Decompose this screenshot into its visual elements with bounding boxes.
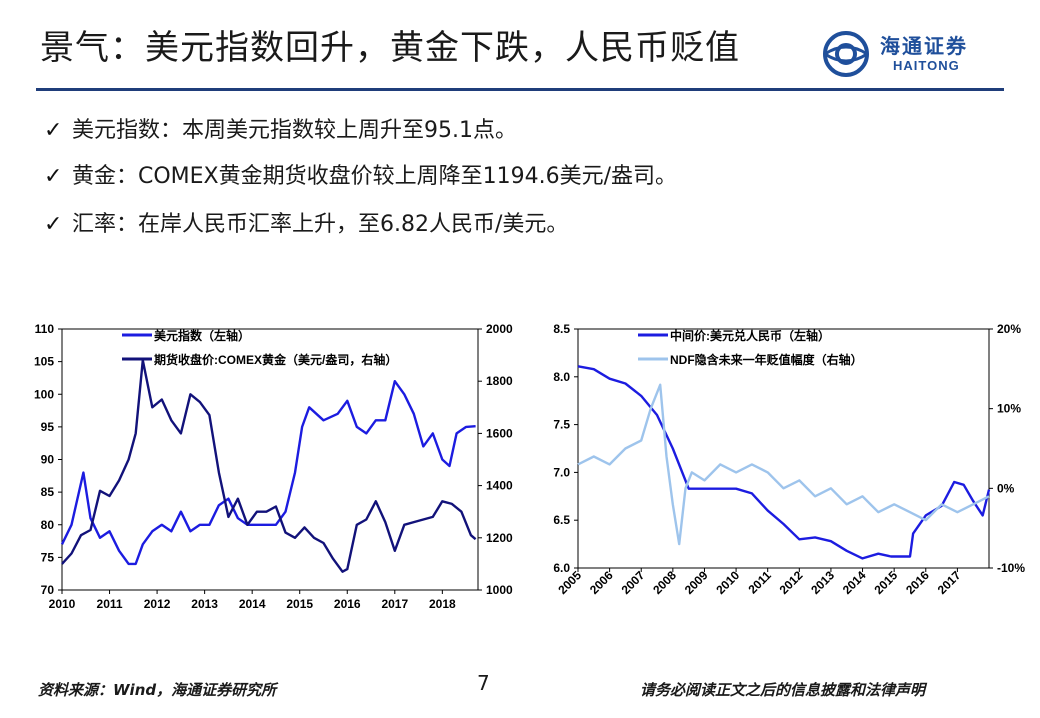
disclaimer-note: 请务必阅读正文之后的信息披露和法律声明 [640, 681, 926, 699]
x-tick-label: 2008 [650, 568, 679, 597]
y-left-tick-label: 80 [41, 518, 55, 532]
series-line [61, 359, 477, 573]
x-tick-label: 2017 [935, 568, 964, 597]
source-note: 资料来源：Wind，海通证券研究所 [38, 681, 277, 699]
x-tick-label: 2007 [619, 568, 648, 597]
legend-label: 期货收盘价:COMEX黄金（美元/盎司，右轴） [154, 352, 397, 367]
y-left-tick-label: 95 [41, 420, 55, 434]
x-tick-label: 2015 [871, 568, 900, 597]
x-tick-label: 2018 [429, 597, 456, 611]
x-tick-label: 2014 [840, 568, 869, 597]
y-left-tick-label: 8.5 [553, 322, 570, 336]
y-left-tick-label: 110 [35, 322, 55, 336]
page-title: 景气：美元指数回升，黄金下跌，人民币贬值 [40, 28, 740, 68]
bullet-text: 美元指数：本周美元指数较上周升至95.1点。 [72, 118, 517, 143]
plot-frame [61, 328, 479, 591]
y-left-tick-label: 90 [41, 453, 55, 467]
y-right-tick-label: 1000 [486, 583, 513, 597]
x-tick-label: 2011 [97, 597, 123, 611]
y-right-tick-label: 20% [997, 322, 1021, 336]
haitong-logo-icon [823, 31, 869, 77]
y-right-tick-label: 1800 [486, 374, 513, 388]
chart-cny-ndf: 8.58.07.57.06.56.020%10%0%-10%2005 2006 20… [553, 322, 1025, 597]
logo-text-en: HAITONG [893, 58, 960, 73]
x-tick-label: 2010 [713, 568, 742, 597]
y-left-tick-label: 70 [41, 583, 55, 597]
series-line [577, 383, 990, 546]
page-number: 7 [477, 671, 490, 695]
y-right-tick-label: 0% [997, 481, 1015, 495]
x-tick-label: 2009 [682, 568, 711, 597]
y-left-tick-label: 105 [34, 355, 54, 369]
logo-text-cn: 海通证券 [880, 34, 968, 58]
y-right-tick-label: 1200 [486, 531, 513, 545]
y-left-tick-label: 6.5 [553, 513, 570, 527]
y-right-tick-label: 1600 [486, 426, 513, 440]
y-left-tick-label: 85 [41, 485, 55, 499]
x-tick-label: 2017 [381, 597, 408, 611]
check-icon: ✓ [44, 164, 63, 189]
y-left-tick-label: 75 [41, 550, 55, 564]
x-tick-label: 2013 [191, 597, 218, 611]
x-tick-label: 2016 [903, 568, 932, 597]
x-tick-label: 2016 [334, 597, 361, 611]
plot-frame [577, 328, 990, 569]
y-right-tick-label: 1400 [486, 479, 513, 493]
bullet-text: 汇率：在岸人民币汇率上升，至6.82人民币/美元。 [72, 212, 569, 237]
x-tick-label: 2012 [144, 597, 171, 611]
y-left-tick-label: 6.0 [553, 561, 570, 575]
series-line [60, 379, 476, 566]
y-left-tick-label: 7.5 [553, 418, 570, 432]
y-right-tick-label: -10% [997, 561, 1025, 575]
x-tick-label: 2014 [239, 597, 266, 611]
y-right-tick-label: 10% [997, 402, 1021, 416]
bullet-gold: ✓ 黄金：COMEX黄金期货收盘价较上周降至1194.6美元/盎司。 [44, 158, 677, 190]
y-left-tick-label: 7.0 [553, 465, 570, 479]
x-tick-label: 2015 [286, 597, 313, 611]
bullet-fx: ✓ 汇率：在岸人民币汇率上升，至6.82人民币/美元。 [44, 206, 568, 238]
title-divider [36, 88, 1004, 91]
y-right-tick-label: 2000 [486, 322, 513, 336]
series-line [577, 365, 991, 560]
x-tick-label: 2006 [587, 568, 616, 597]
x-tick-label: 2012 [777, 568, 806, 597]
legend-label: 中间价:美元兑人民币（左轴） [670, 328, 830, 343]
x-tick-label: 2011 [745, 568, 774, 597]
check-icon: ✓ [44, 118, 63, 143]
y-left-tick-label: 8.0 [553, 370, 570, 384]
legend-label: 美元指数（左轴） [154, 328, 250, 343]
x-tick-label: 2010 [49, 597, 76, 611]
bullet-text: 黄金：COMEX黄金期货收盘价较上周降至1194.6美元/盎司。 [72, 164, 678, 189]
check-icon: ✓ [44, 212, 63, 237]
y-left-tick-label: 100 [34, 387, 54, 401]
bullet-usd-index: ✓ 美元指数：本周美元指数较上周升至95.1点。 [44, 112, 517, 144]
chart-usd-gold: 110 105 100 95 90 85 80 75 70 2000 1800 1600 1400 120… [34, 322, 513, 611]
x-tick-label: 2013 [808, 568, 837, 597]
legend-label: NDF隐含未来一年贬值幅度（右轴） [670, 352, 863, 367]
